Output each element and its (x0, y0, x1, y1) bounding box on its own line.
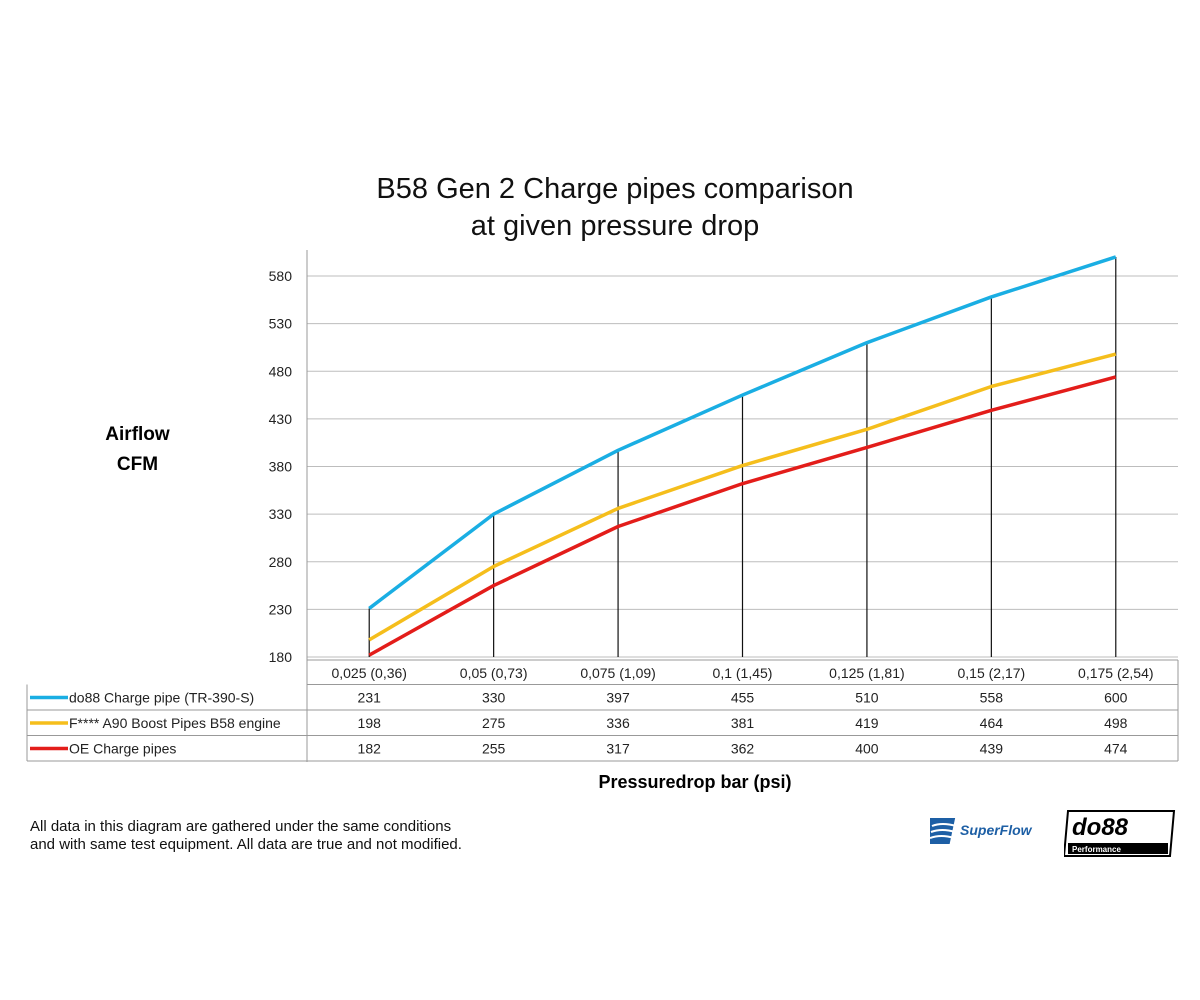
data-label: 600 (1104, 690, 1128, 706)
x-axis-label: Pressuredrop bar (psi) (598, 772, 792, 792)
y-tick-label: 280 (269, 554, 293, 570)
legend-label: OE Charge pipes (69, 741, 176, 757)
data-label: 330 (482, 690, 506, 706)
data-label: 362 (731, 741, 755, 757)
y-tick-label: 330 (269, 506, 293, 522)
data-label: 439 (980, 741, 1004, 757)
chart-title: B58 Gen 2 Charge pipes comparison (376, 173, 854, 205)
data-label: 455 (731, 690, 755, 706)
y-tick-label: 230 (269, 601, 293, 617)
chart-subtitle: at given pressure drop (470, 210, 760, 242)
do88-logo: do88 Performance (1062, 810, 1176, 858)
y-tick-label: 430 (269, 411, 293, 427)
data-label: 400 (855, 741, 879, 757)
x-tick-label: 0,175 (2,54) (1078, 665, 1154, 681)
superflow-logo: SuperFlow (923, 814, 1042, 846)
series-line (368, 375, 1117, 657)
legend-label: do88 Charge pipe (TR-390-S) (69, 690, 254, 706)
y-tick-label: 480 (269, 363, 293, 379)
y-axis-label: Airflow CFM (80, 420, 195, 480)
legend-label: F**** A90 Boost Pipes B58 engine (69, 715, 281, 731)
x-tick-label: 0,075 (1,09) (580, 665, 656, 681)
y-tick-label: 580 (269, 268, 293, 284)
data-label: 419 (855, 715, 879, 731)
svg-text:Performance: Performance (1072, 845, 1121, 854)
data-label: 464 (980, 715, 1004, 731)
x-tick-label: 0,125 (1,81) (829, 665, 905, 681)
data-label: 336 (606, 715, 630, 731)
data-label: 397 (606, 690, 630, 706)
x-tick-label: 0,05 (0,73) (460, 665, 528, 681)
svg-text:do88: do88 (1072, 814, 1129, 841)
footnote: All data in this diagram are gathered un… (30, 818, 462, 854)
x-tick-label: 0,025 (0,36) (331, 665, 407, 681)
data-label: 317 (606, 741, 630, 757)
y-axis-label-line2: CFM (116, 454, 159, 475)
series-line (368, 352, 1117, 642)
data-label: 231 (358, 690, 382, 706)
data-label: 182 (358, 741, 382, 757)
y-axis-label-line1: Airflow (105, 424, 170, 445)
x-tick-label: 0,15 (2,17) (957, 665, 1025, 681)
data-label: 474 (1104, 741, 1128, 757)
y-tick-label: 530 (269, 316, 293, 332)
y-tick-label: 180 (269, 649, 293, 665)
data-label: 498 (1104, 715, 1128, 731)
data-label: 255 (482, 741, 506, 757)
y-tick-label: 380 (269, 459, 293, 475)
series-line (368, 255, 1117, 610)
footnote-line1: All data in this diagram are gathered un… (30, 818, 452, 835)
data-label: 275 (482, 715, 506, 731)
svg-text:SuperFlow: SuperFlow (960, 822, 1033, 838)
data-label: 510 (855, 690, 879, 706)
data-label: 198 (358, 715, 382, 731)
footnote-line2: and with same test equipment. All data a… (30, 836, 462, 853)
data-label: 558 (980, 690, 1004, 706)
data-label: 381 (731, 715, 755, 731)
x-tick-label: 0,1 (1,45) (713, 665, 773, 681)
